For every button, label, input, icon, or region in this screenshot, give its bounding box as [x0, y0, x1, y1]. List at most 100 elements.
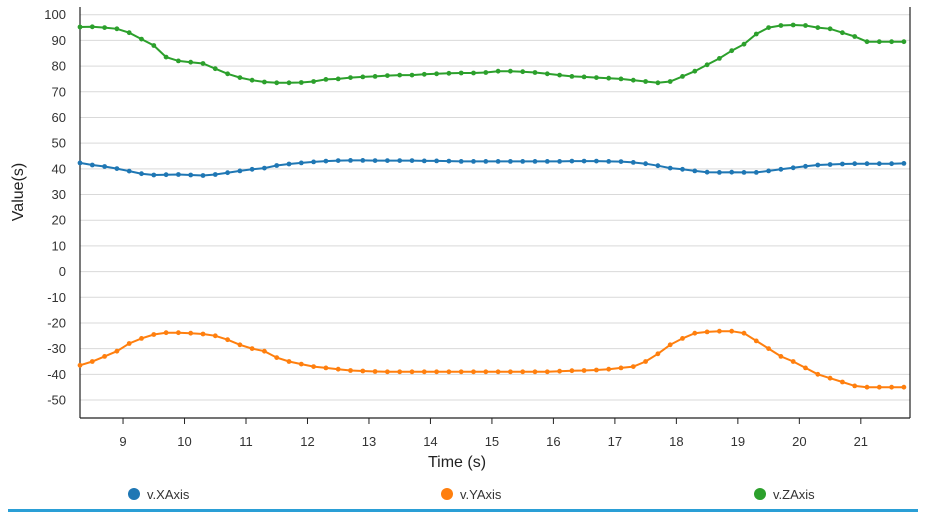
- data-point[interactable]: [483, 369, 489, 375]
- data-point[interactable]: [286, 359, 292, 364]
- data-point[interactable]: [286, 80, 292, 86]
- data-point[interactable]: [409, 369, 415, 375]
- data-point[interactable]: [532, 369, 538, 375]
- data-point[interactable]: [667, 79, 673, 84]
- data-point[interactable]: [89, 24, 95, 30]
- data-point[interactable]: [618, 159, 624, 165]
- data-point[interactable]: [815, 162, 821, 168]
- data-point[interactable]: [114, 166, 120, 172]
- data-point[interactable]: [77, 362, 83, 368]
- data-point[interactable]: [864, 161, 870, 167]
- data-point[interactable]: [409, 158, 415, 164]
- data-point[interactable]: [409, 72, 415, 78]
- data-point[interactable]: [126, 30, 132, 36]
- data-point[interactable]: [139, 171, 144, 177]
- data-point[interactable]: [667, 342, 673, 348]
- data-point[interactable]: [508, 68, 513, 74]
- data-point[interactable]: [606, 366, 612, 372]
- data-point[interactable]: [606, 159, 612, 164]
- data-point[interactable]: [901, 161, 907, 166]
- data-point[interactable]: [348, 75, 353, 80]
- data-point[interactable]: [77, 24, 83, 30]
- data-point[interactable]: [89, 162, 95, 168]
- data-point[interactable]: [397, 72, 403, 78]
- data-point[interactable]: [188, 59, 194, 65]
- data-point[interactable]: [889, 39, 894, 45]
- data-point[interactable]: [335, 158, 341, 164]
- data-point[interactable]: [520, 159, 526, 164]
- data-point[interactable]: [766, 346, 771, 351]
- data-point[interactable]: [569, 74, 575, 79]
- data-point[interactable]: [630, 364, 636, 369]
- data-point[interactable]: [557, 159, 562, 164]
- data-point[interactable]: [311, 159, 316, 165]
- data-point[interactable]: [471, 70, 476, 76]
- data-point[interactable]: [495, 68, 501, 74]
- data-point[interactable]: [323, 365, 329, 371]
- data-point[interactable]: [311, 79, 316, 84]
- data-point[interactable]: [741, 330, 747, 336]
- data-point[interactable]: [544, 369, 550, 375]
- data-point[interactable]: [680, 336, 685, 341]
- data-point[interactable]: [188, 172, 194, 178]
- data-point[interactable]: [778, 23, 784, 28]
- data-point[interactable]: [753, 31, 759, 37]
- data-point[interactable]: [581, 74, 587, 80]
- legend-item[interactable]: v.XAxis: [128, 487, 190, 502]
- data-point[interactable]: [237, 75, 243, 80]
- data-point[interactable]: [827, 375, 833, 381]
- data-point[interactable]: [446, 158, 452, 164]
- data-point[interactable]: [704, 169, 710, 175]
- data-point[interactable]: [901, 39, 907, 45]
- data-point[interactable]: [274, 163, 280, 168]
- data-point[interactable]: [274, 80, 280, 86]
- data-point[interactable]: [286, 161, 292, 167]
- data-point[interactable]: [643, 359, 648, 364]
- data-point[interactable]: [225, 337, 231, 343]
- data-point[interactable]: [606, 75, 612, 81]
- data-point[interactable]: [335, 76, 341, 82]
- data-point[interactable]: [852, 161, 858, 167]
- data-point[interactable]: [520, 69, 526, 75]
- data-point[interactable]: [495, 369, 501, 375]
- data-point[interactable]: [471, 369, 476, 375]
- data-point[interactable]: [594, 158, 599, 164]
- data-point[interactable]: [741, 41, 747, 47]
- data-point[interactable]: [360, 74, 366, 80]
- data-point[interactable]: [212, 172, 218, 177]
- data-point[interactable]: [753, 170, 759, 175]
- data-point[interactable]: [311, 364, 316, 369]
- data-point[interactable]: [594, 367, 599, 373]
- data-point[interactable]: [544, 71, 550, 77]
- data-point[interactable]: [360, 368, 366, 374]
- data-point[interactable]: [876, 39, 882, 45]
- data-point[interactable]: [803, 365, 808, 371]
- data-point[interactable]: [176, 58, 181, 64]
- data-point[interactable]: [483, 70, 489, 75]
- data-point[interactable]: [778, 354, 784, 359]
- data-point[interactable]: [114, 348, 120, 354]
- data-point[interactable]: [581, 368, 587, 373]
- data-point[interactable]: [840, 379, 845, 385]
- data-point[interactable]: [778, 166, 784, 172]
- data-point[interactable]: [840, 30, 845, 36]
- data-point[interactable]: [151, 332, 157, 337]
- data-point[interactable]: [483, 159, 489, 164]
- data-point[interactable]: [446, 70, 452, 76]
- data-point[interactable]: [114, 26, 120, 32]
- data-point[interactable]: [618, 76, 624, 82]
- data-point[interactable]: [434, 158, 439, 164]
- data-point[interactable]: [102, 25, 107, 30]
- data-point[interactable]: [102, 164, 107, 169]
- data-point[interactable]: [753, 338, 759, 344]
- data-point[interactable]: [618, 365, 624, 371]
- data-point[interactable]: [790, 22, 796, 28]
- data-point[interactable]: [655, 80, 661, 86]
- data-point[interactable]: [126, 341, 132, 346]
- data-point[interactable]: [139, 36, 144, 42]
- data-point[interactable]: [495, 159, 501, 164]
- data-point[interactable]: [89, 359, 95, 364]
- data-point[interactable]: [397, 158, 403, 164]
- data-point[interactable]: [508, 369, 513, 375]
- data-point[interactable]: [348, 368, 353, 373]
